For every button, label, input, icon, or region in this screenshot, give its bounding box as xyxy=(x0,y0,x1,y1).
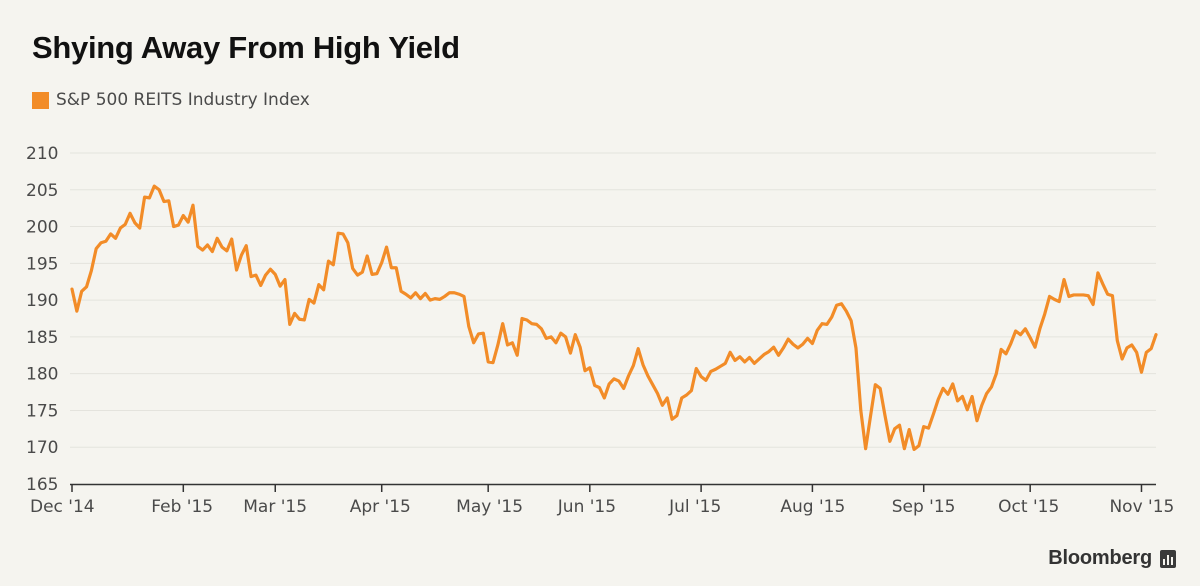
x-tick-label: Jul '15 xyxy=(668,497,721,517)
y-tick-label: 205 xyxy=(26,181,58,201)
brand-name: Bloomberg xyxy=(1048,547,1152,569)
x-tick-label: Jun '15 xyxy=(557,497,616,517)
series-line-reits-index xyxy=(70,184,1158,452)
y-tick-label: 195 xyxy=(26,254,58,274)
chart-title: Shying Away From High Yield xyxy=(32,30,460,65)
x-tick-label: May '15 xyxy=(456,497,523,517)
y-tick-label: 200 xyxy=(26,218,58,238)
brand-mark: Bloomberg xyxy=(1048,547,1176,570)
y-tick-label: 175 xyxy=(26,401,58,421)
y-tick-label: 185 xyxy=(26,328,58,348)
y-tick-label: 180 xyxy=(26,365,58,385)
y-tick-label: 170 xyxy=(26,438,58,458)
x-tick-label: Feb '15 xyxy=(151,497,213,517)
x-tick-label: Nov '15 xyxy=(1109,497,1174,517)
y-tick-label: 210 xyxy=(26,144,58,164)
x-tick-label: Sep '15 xyxy=(892,497,956,517)
y-tick-label: 165 xyxy=(26,475,58,495)
bloomberg-chart-icon xyxy=(1160,549,1176,568)
x-tick-label: Aug '15 xyxy=(780,497,845,517)
legend-swatch xyxy=(32,91,49,109)
x-axis-ticks: Dec '14 Feb '15 Mar '15 Apr '15 May '15 Jun '… xyxy=(30,484,1174,517)
y-tick-label: 190 xyxy=(26,291,58,311)
x-tick-label: Apr '15 xyxy=(350,497,411,517)
x-tick-label: Dec '14 xyxy=(30,497,95,517)
series-layer xyxy=(70,184,1158,452)
x-tick-label: Oct '15 xyxy=(998,497,1059,517)
legend: S&P 500 REITS Industry Index xyxy=(32,90,310,110)
x-tick-label: Mar '15 xyxy=(243,497,307,517)
legend-label: S&P 500 REITS Industry Index xyxy=(56,90,310,110)
y-axis-ticks: 165 170 175 180 185 190 195 200 205 210 xyxy=(26,144,58,495)
grid-layer xyxy=(70,152,1156,448)
